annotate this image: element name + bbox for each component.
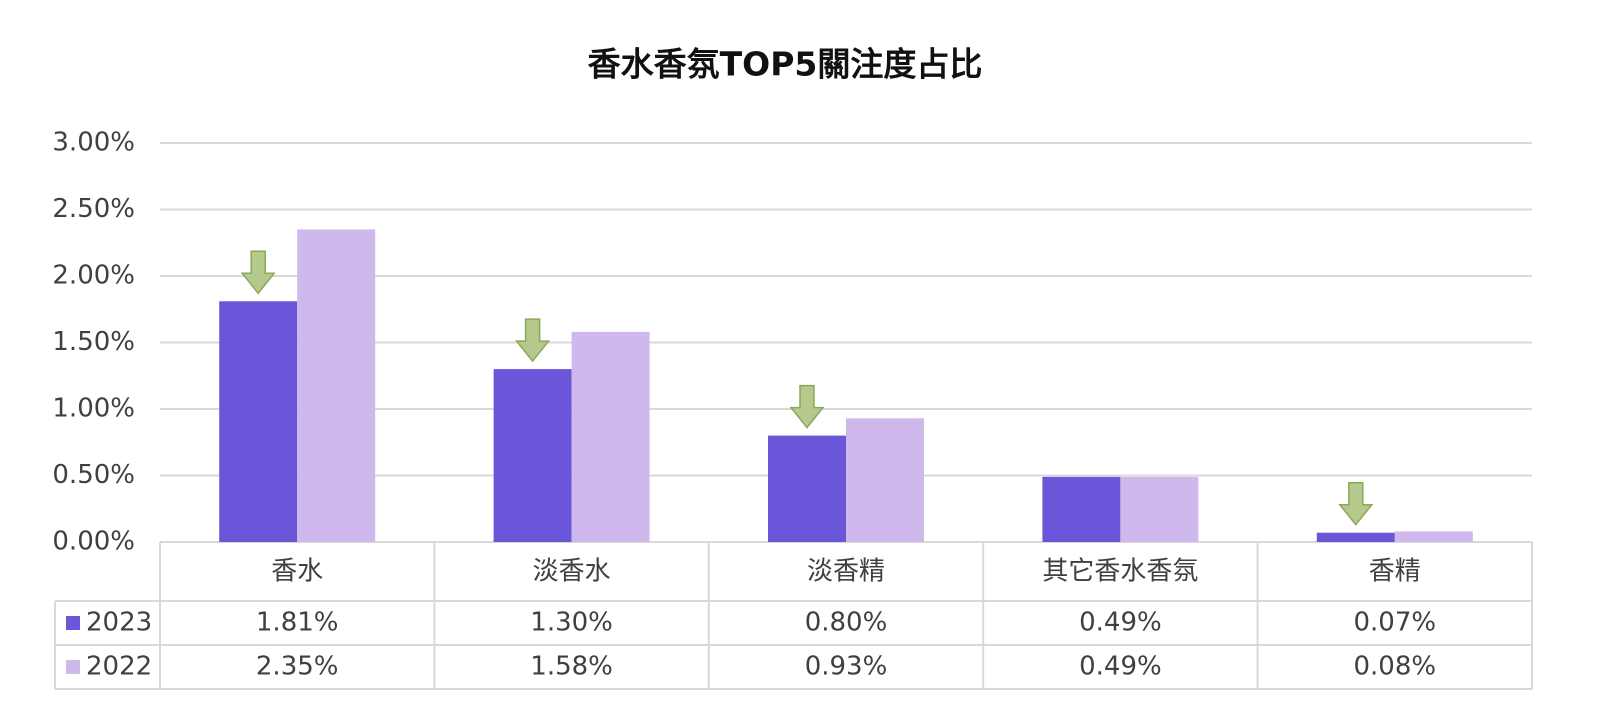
bar	[1042, 476, 1121, 542]
bar	[1120, 476, 1199, 542]
legend-swatch	[66, 660, 80, 674]
table-value: 0.49%	[1079, 608, 1162, 638]
table-value: 1.58%	[530, 652, 613, 682]
x-tick-label: 香精	[1369, 557, 1421, 587]
legend-label: 2023	[86, 608, 152, 638]
decrease-arrow	[240, 250, 276, 295]
table-value: 0.08%	[1353, 652, 1436, 682]
table-value: 1.30%	[530, 608, 613, 638]
decrease-arrow	[515, 318, 551, 363]
table-value: 1.81%	[256, 608, 339, 638]
y-tick-label: 0.00%	[52, 527, 135, 557]
decrease-arrow	[789, 384, 825, 429]
y-tick-label: 2.50%	[52, 194, 135, 224]
y-tick-label: 3.00%	[52, 128, 135, 158]
table-value: 0.93%	[805, 652, 888, 682]
decrease-arrow	[1338, 481, 1374, 526]
bar	[1394, 531, 1473, 542]
bar	[1316, 532, 1395, 542]
y-tick-label: 1.50%	[52, 327, 135, 357]
y-tick-label: 1.00%	[52, 394, 135, 424]
table-value: 0.80%	[805, 608, 888, 638]
legend-swatch	[66, 616, 80, 630]
table-value: 0.49%	[1079, 652, 1162, 682]
y-tick-label: 2.00%	[52, 261, 135, 291]
chart-title: 香水香氛TOP5關注度占比	[588, 45, 983, 84]
x-tick-label: 淡香水	[533, 557, 611, 587]
bar	[219, 301, 298, 542]
x-tick-label: 淡香精	[807, 557, 885, 587]
bar	[297, 229, 376, 542]
bar	[493, 369, 572, 542]
x-tick-label: 其它香水香氛	[1042, 557, 1198, 587]
bar	[571, 331, 650, 542]
table-value: 2.35%	[256, 652, 339, 682]
bar	[846, 418, 924, 542]
legend-label: 2022	[86, 652, 152, 682]
x-tick-label: 香水	[271, 557, 323, 587]
table-value: 0.07%	[1353, 608, 1436, 638]
y-tick-label: 0.50%	[52, 460, 135, 490]
bar	[768, 435, 846, 542]
